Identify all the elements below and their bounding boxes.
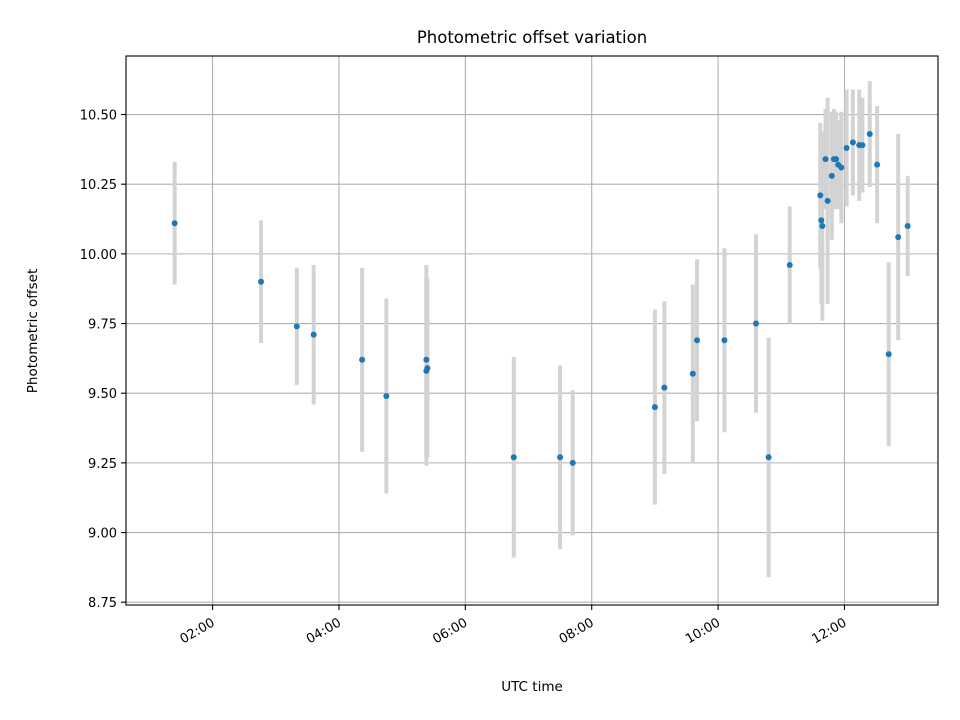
y-tick-label: 10.50	[80, 109, 117, 124]
y-tick-label: 10.00	[80, 248, 117, 263]
data-point	[859, 142, 866, 149]
data-point	[849, 139, 856, 146]
data-point	[828, 172, 835, 179]
data-point	[689, 370, 696, 377]
data-point	[819, 222, 826, 229]
data-point	[694, 337, 701, 344]
data-point	[822, 156, 829, 163]
chart-title: Photometric offset variation	[417, 28, 647, 47]
data-point	[310, 331, 317, 338]
data-point	[423, 356, 430, 363]
y-tick-label: 9.75	[88, 318, 117, 333]
data-point	[786, 262, 793, 269]
data-point	[651, 404, 658, 411]
data-point	[818, 217, 825, 224]
data-points	[171, 131, 911, 466]
data-point	[874, 161, 881, 168]
data-point	[359, 356, 366, 363]
data-point	[557, 454, 564, 461]
data-point	[171, 220, 178, 227]
y-tick-label: 9.25	[88, 457, 117, 472]
y-tick-label: 9.00	[88, 527, 117, 542]
x-axis-label: UTC time	[501, 679, 563, 695]
data-point	[765, 454, 772, 461]
data-point	[293, 323, 300, 330]
data-point	[753, 320, 760, 327]
y-axis-label: Photometric offset	[25, 269, 41, 393]
data-point	[383, 392, 390, 399]
data-point	[817, 192, 824, 199]
data-point	[895, 234, 902, 241]
data-point	[258, 278, 265, 285]
data-point	[843, 144, 850, 151]
data-point	[833, 156, 840, 163]
y-tick-label: 9.50	[88, 387, 117, 402]
data-point	[721, 337, 728, 344]
data-point	[661, 384, 668, 391]
data-point	[569, 459, 576, 466]
data-point	[510, 454, 517, 461]
data-point	[838, 164, 845, 171]
plot-frame	[125, 55, 939, 606]
data-point	[866, 131, 873, 138]
data-point	[904, 222, 911, 229]
y-tick-label: 8.75	[88, 596, 117, 611]
y-tick-label: 10.25	[80, 178, 117, 193]
data-point	[824, 197, 831, 204]
data-point	[423, 367, 430, 374]
data-point	[885, 351, 892, 358]
